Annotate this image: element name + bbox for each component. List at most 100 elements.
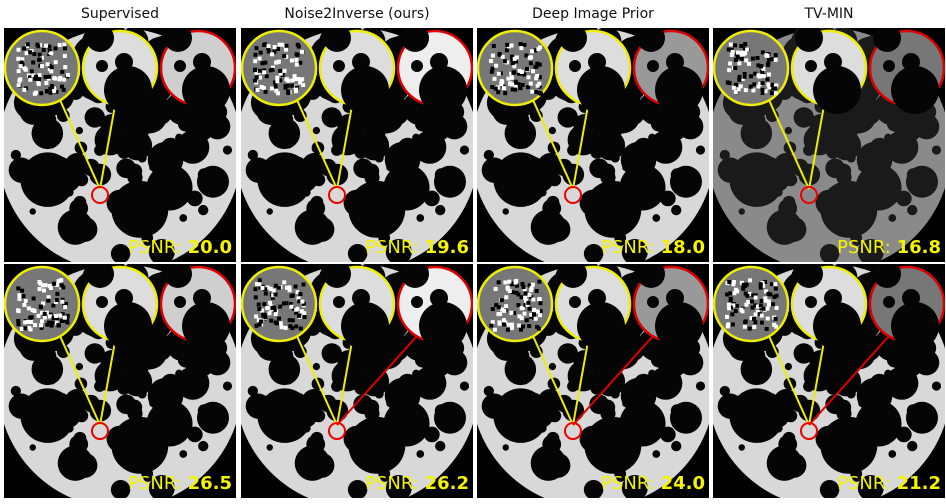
noise [531,298,535,302]
noise [491,320,495,324]
pore [364,400,379,415]
noise [260,286,264,290]
noise [300,50,304,54]
noise [521,83,525,87]
noise [497,72,501,76]
noise [492,44,496,48]
noise [42,48,46,52]
pore [611,389,620,398]
column-title: Supervised [81,6,159,22]
noise [754,296,758,300]
noise [44,81,48,85]
noise [302,282,306,286]
inset-pore [352,53,370,71]
pore [580,426,606,452]
pore [75,173,88,186]
inset-pore [182,66,230,114]
noise [257,303,261,307]
pore [267,208,273,214]
noise [262,70,266,74]
image-panel [0,21,242,272]
column-title: Deep Image Prior [532,6,654,22]
noise [262,86,266,90]
noise [259,51,263,55]
noise [740,57,744,61]
pore [748,154,775,181]
psnr-value: 26.2 [425,473,469,494]
pore [45,372,57,384]
noise [30,69,34,73]
pore [884,370,892,378]
noise [295,307,299,311]
noise [726,322,730,326]
figure: SupervisedNoise2Inverse (ours)Deep Image… [0,0,946,500]
noise [520,295,524,299]
noise [744,303,748,307]
noise [39,91,43,95]
noise [743,42,747,46]
psnr-value: 18.0 [661,237,705,258]
noise [520,306,524,310]
pore [512,154,539,181]
inset-pore [341,66,389,114]
pore [907,168,920,181]
noise [737,75,741,79]
pore [794,107,814,127]
pore [600,164,615,179]
noise [537,91,541,95]
noise [514,281,518,285]
noise [39,323,43,327]
pore [107,426,133,452]
psnr-value: 20.0 [188,237,232,258]
noise [303,315,307,319]
pore [888,214,896,222]
inset-pore [430,289,448,307]
psnr-value: 24.0 [661,473,705,494]
inset-pore [577,66,625,114]
noise [741,287,745,291]
noise [58,43,62,47]
pore [138,389,147,398]
inset-pore [795,24,823,52]
pore [739,208,745,214]
pore [785,127,792,134]
inset-pore [430,53,448,71]
pore [65,424,74,433]
noise [507,280,511,284]
noise [536,309,540,313]
inset-pore [891,302,939,350]
pore [794,343,814,363]
noise [731,282,735,286]
noise [277,43,281,47]
noise [63,316,67,320]
pore [384,401,430,447]
noise [521,325,525,329]
noise [525,318,529,322]
pore [907,441,917,451]
noise [494,87,498,91]
pore [671,205,681,215]
noise [44,44,48,48]
pore [783,432,796,445]
pore [416,450,424,458]
noise [499,82,503,86]
noise [772,295,776,299]
noise [257,307,261,311]
noise [284,326,288,330]
noise [270,86,274,90]
noise [744,319,748,323]
noise [262,302,266,306]
inset-pore [795,260,823,288]
noise [267,311,271,315]
noise [62,43,66,47]
pore [248,386,258,396]
noise [491,54,495,58]
psnr-value: 26.5 [188,473,232,494]
pore [11,150,21,160]
pore [538,424,547,433]
noise [519,42,523,46]
noise [22,303,26,307]
pore [531,210,566,245]
noise [750,299,754,303]
pore [671,441,681,451]
